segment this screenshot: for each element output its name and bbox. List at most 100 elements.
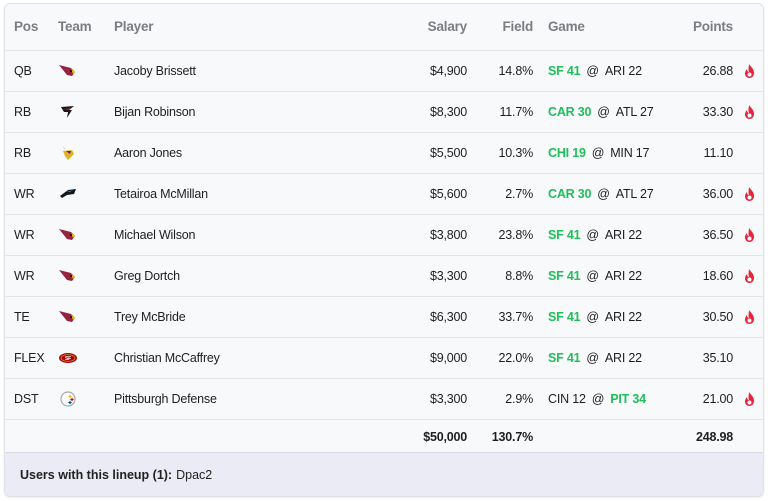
fantasy-points: 36.00 xyxy=(702,186,733,201)
table-row: RB Bijan Robinson $8,300 11.7% CAR 30 @ AT… xyxy=(5,91,763,132)
at-symbol: @ xyxy=(586,268,599,283)
lineup-users-footer: Users with this lineup (1): Dpac2 xyxy=(5,452,763,496)
position: QB xyxy=(14,63,32,78)
salary: $5,600 xyxy=(429,186,467,201)
player-name[interactable]: Aaron Jones xyxy=(114,145,182,160)
falcons-logo-icon xyxy=(58,104,78,120)
cardinals-logo-icon xyxy=(58,268,78,284)
header-game: Game xyxy=(548,19,585,35)
home-team-score: ATL 27 xyxy=(615,104,654,119)
position: DST xyxy=(14,391,39,406)
totals-row: $50,000 130.7% 248.98 xyxy=(5,419,763,454)
away-team-score: CAR 30 xyxy=(548,186,592,201)
field-ownership: 2.9% xyxy=(505,391,533,406)
away-team-score: SF 41 xyxy=(548,350,581,365)
away-team-score: SF 41 xyxy=(548,63,581,78)
fire-icon xyxy=(744,63,755,78)
player-name[interactable]: Michael Wilson xyxy=(114,227,196,242)
at-symbol: @ xyxy=(586,309,599,324)
svg-text:SF: SF xyxy=(65,356,71,362)
table-row: DST Pittsburgh Defense $3,300 2.9% CIN 1… xyxy=(5,378,763,419)
game-score: SF 41 @ ARI 22 xyxy=(533,255,671,296)
game-score: SF 41 @ ARI 22 xyxy=(533,50,671,91)
position: FLEX xyxy=(14,350,45,365)
home-team-score: ARI 22 xyxy=(604,227,642,242)
lineup-card: Pos Team Player Salary Field Game Points… xyxy=(4,3,764,497)
total-field: 130.7% xyxy=(491,429,533,444)
fire-icon xyxy=(744,227,755,242)
cardinals-logo-icon xyxy=(58,227,78,243)
fantasy-points: 11.10 xyxy=(703,145,734,160)
salary: $3,300 xyxy=(429,391,467,406)
player-name[interactable]: Trey McBride xyxy=(114,309,186,324)
position: WR xyxy=(14,227,35,242)
player-name[interactable]: Pittsburgh Defense xyxy=(114,391,217,406)
salary: $3,300 xyxy=(429,268,467,283)
game-score: CIN 12 @ PIT 34 xyxy=(533,378,671,419)
field-ownership: 2.7% xyxy=(505,186,533,201)
home-team-score: ARI 22 xyxy=(604,268,642,283)
table-row: WR Michael Wilson $3,800 23.8% SF 41 @ ARI… xyxy=(5,214,763,255)
player-name[interactable]: Christian McCaffrey xyxy=(114,350,220,365)
position: WR xyxy=(14,268,35,283)
field-ownership: 10.3% xyxy=(498,145,534,160)
header-hot xyxy=(733,4,763,50)
header-salary: Salary xyxy=(427,19,468,35)
vikings-logo-icon xyxy=(58,145,78,161)
users-label: Users with this lineup (1): xyxy=(20,467,173,482)
game-score: SF 41 @ ARI 22 xyxy=(533,337,671,378)
lineup-table: Pos Team Player Salary Field Game Points… xyxy=(5,4,763,454)
away-team-score: SF 41 xyxy=(548,268,581,283)
table-row: WR Tetairoa McMillan $5,600 2.7% CAR 30 @… xyxy=(5,173,763,214)
field-ownership: 11.7% xyxy=(499,104,533,119)
at-symbol: @ xyxy=(586,227,599,242)
player-name[interactable]: Bijan Robinson xyxy=(114,104,196,119)
fantasy-points: 36.50 xyxy=(702,227,733,242)
home-team-score: ARI 22 xyxy=(604,63,642,78)
fantasy-points: 33.30 xyxy=(702,104,733,119)
table-row: TE Trey McBride $6,300 33.7% SF 41 @ ARI 2… xyxy=(5,296,763,337)
at-symbol: @ xyxy=(591,145,605,160)
salary: $3,800 xyxy=(429,227,467,242)
total-points: 248.98 xyxy=(695,429,733,444)
table-row: WR Greg Dortch $3,300 8.8% SF 41 @ ARI 22 … xyxy=(5,255,763,296)
fire-icon xyxy=(744,268,755,283)
header-team: Team xyxy=(58,19,92,35)
header-player: Player xyxy=(114,19,154,35)
away-team-score: CIN 12 xyxy=(548,391,586,406)
field-ownership: 8.8% xyxy=(505,268,533,283)
fire-icon xyxy=(744,391,755,406)
at-symbol: @ xyxy=(597,186,610,201)
field-ownership: 14.8% xyxy=(498,63,534,78)
salary: $6,300 xyxy=(429,309,467,324)
salary: $5,500 xyxy=(429,145,467,160)
header-pos: Pos xyxy=(14,19,39,35)
fire-icon xyxy=(744,186,755,201)
home-team-score: PIT 34 xyxy=(610,391,646,406)
player-name[interactable]: Greg Dortch xyxy=(114,268,180,283)
table-header-row: Pos Team Player Salary Field Game Points xyxy=(5,4,763,50)
fantasy-points: 21.00 xyxy=(702,391,733,406)
position: WR xyxy=(14,186,35,201)
game-score: SF 41 @ ARI 22 xyxy=(533,214,671,255)
total-salary: $50,000 xyxy=(423,429,467,444)
users-list[interactable]: Dpac2 xyxy=(176,467,213,482)
49ers-logo-icon: SF xyxy=(58,350,78,366)
field-ownership: 22.0% xyxy=(498,350,534,365)
fantasy-points: 35.10 xyxy=(702,350,733,365)
at-symbol: @ xyxy=(591,391,605,406)
away-team-score: CAR 30 xyxy=(548,104,592,119)
table-row: FLEX SF Christian McCaffrey $9,000 22.0%… xyxy=(5,337,763,378)
steelers-logo-icon xyxy=(58,390,78,407)
game-score: SF 41 @ ARI 22 xyxy=(533,296,671,337)
player-name[interactable]: Jacoby Brissett xyxy=(114,63,196,78)
position: RB xyxy=(14,145,31,160)
game-score: CAR 30 @ ATL 27 xyxy=(533,91,671,132)
field-ownership: 23.8% xyxy=(498,227,534,242)
player-name[interactable]: Tetairoa McMillan xyxy=(114,186,208,201)
at-symbol: @ xyxy=(597,104,610,119)
cardinals-logo-icon xyxy=(58,309,78,325)
table-row: QB Jacoby Brissett $4,900 14.8% SF 41 @ AR… xyxy=(5,50,763,91)
game-score: CHI 19 @ MIN 17 xyxy=(533,132,671,173)
fire-icon xyxy=(744,104,755,119)
